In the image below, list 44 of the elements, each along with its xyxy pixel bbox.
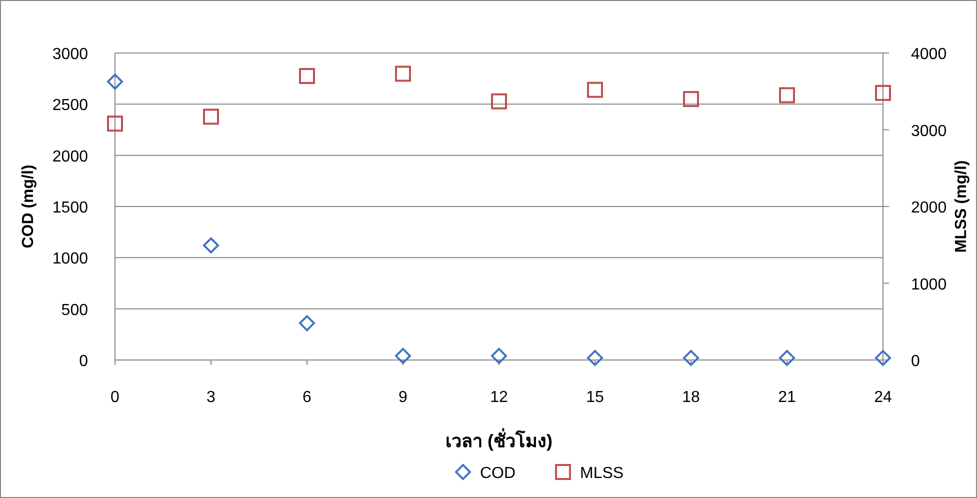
point	[587, 82, 603, 98]
point	[107, 116, 123, 132]
y-tick-label: 500	[61, 302, 88, 319]
x-tick-label: 24	[874, 389, 892, 406]
x-tick-label: 15	[586, 389, 604, 406]
x-tick-label: 0	[110, 389, 120, 406]
y-tick-label: 1500	[52, 200, 88, 216]
legend-label: COD	[480, 465, 516, 482]
y-tick-label: 2500	[52, 97, 88, 114]
point	[875, 84, 891, 101]
point	[875, 350, 891, 366]
x-tick-label: 21	[778, 389, 796, 406]
point	[299, 68, 315, 84]
y2-tick-label: 0	[911, 353, 920, 370]
x-tick-label: 12	[490, 389, 508, 406]
x-axis-title: เวลา (ชั่วโมง)	[446, 428, 552, 451]
point	[491, 93, 507, 110]
point	[203, 108, 219, 125]
point	[779, 87, 795, 104]
point	[107, 74, 123, 90]
point	[203, 237, 219, 254]
legend-label: MLSS	[580, 465, 624, 482]
y2-tick-label: 4000	[911, 46, 947, 63]
x-tick-label: 6	[302, 389, 312, 406]
y2-tick-label: 1000	[911, 276, 947, 294]
point	[491, 348, 507, 364]
y2-axis-title: MLSS (mg/l)	[953, 160, 970, 253]
point	[683, 91, 699, 108]
x-tick-label: 18	[682, 389, 700, 406]
point	[683, 350, 699, 366]
point	[587, 350, 603, 366]
point	[779, 350, 795, 366]
point	[395, 66, 411, 82]
y-tick-label: 3000	[52, 46, 88, 63]
y-tick-label: 2000	[52, 148, 88, 166]
point	[299, 315, 315, 332]
x-tick-label: 3	[206, 389, 216, 406]
y-tick-label: 0	[79, 353, 88, 370]
x-tick-label: 9	[398, 389, 408, 406]
point	[395, 348, 411, 364]
y2-tick-label: 3000	[911, 122, 947, 140]
y-tick-label: 1000	[52, 250, 88, 268]
y2-tick-label: 2000	[911, 200, 947, 216]
y-axis-title: COD (mg/l)	[20, 164, 37, 248]
